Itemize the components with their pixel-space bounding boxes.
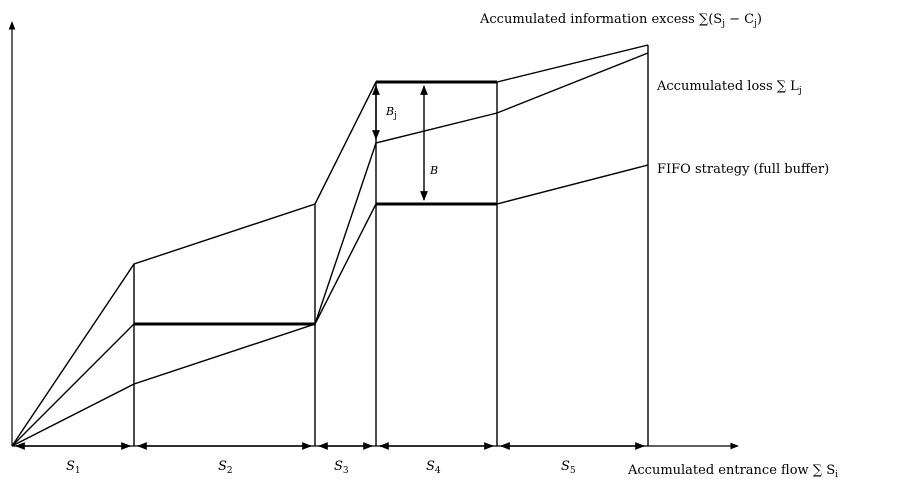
loss-label: Accumulated loss ∑ Lj bbox=[656, 79, 802, 96]
excess-curve bbox=[11, 44, 649, 447]
x-axis-label: Accumulated entrance flow ∑ Si bbox=[627, 463, 838, 479]
fifo-curve bbox=[11, 164, 649, 447]
segment-label-s5: S5 bbox=[561, 459, 576, 476]
segment-label-s3: S3 bbox=[334, 459, 349, 476]
fifo-label: FIFO strategy (full buffer) bbox=[657, 162, 829, 177]
b-label: B bbox=[429, 164, 438, 177]
segment-label-s1: S1 bbox=[66, 459, 81, 476]
segment-label-s4: S4 bbox=[426, 459, 441, 476]
excess-label: Accumulated information excess ∑(Sj − Cj… bbox=[479, 12, 762, 29]
segment-label-s2: S2 bbox=[218, 459, 233, 476]
bj-label: Bj bbox=[385, 105, 397, 121]
loss-curve bbox=[11, 52, 649, 447]
